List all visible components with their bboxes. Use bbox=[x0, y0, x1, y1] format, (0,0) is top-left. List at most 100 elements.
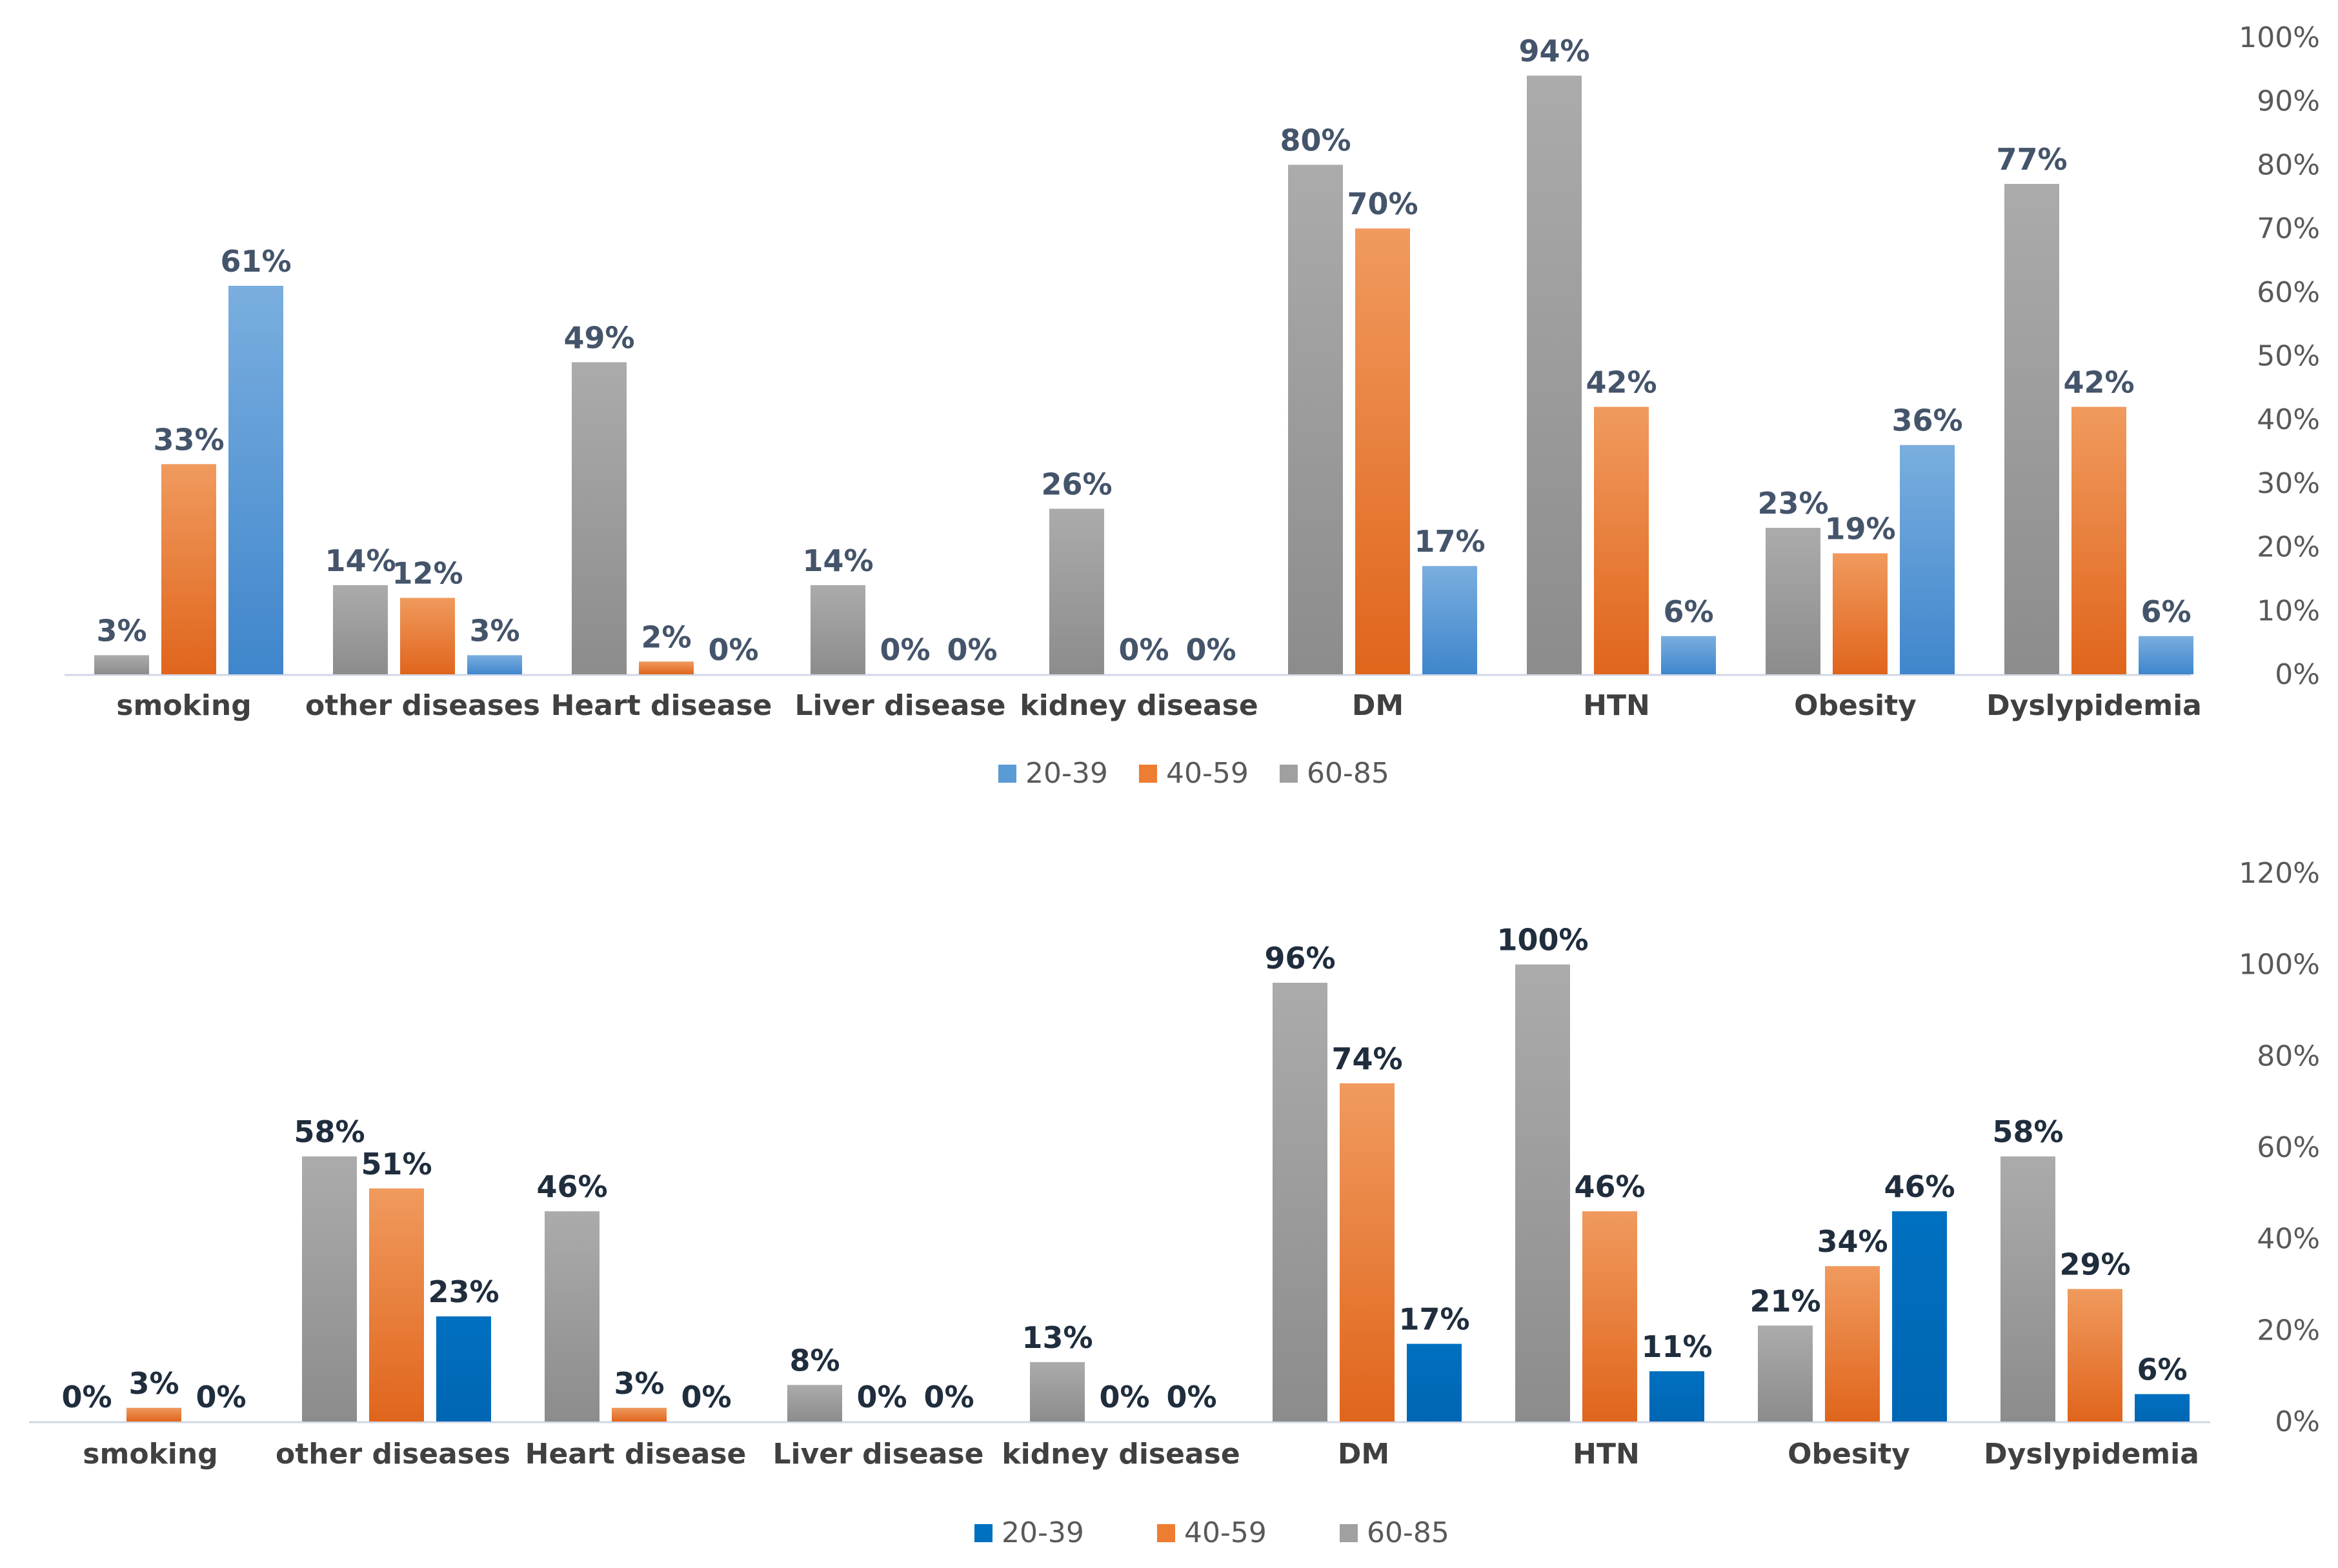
bar-40-59 bbox=[612, 1407, 667, 1422]
bar-20-39 bbox=[1649, 1371, 1704, 1422]
bar-60-85 bbox=[572, 362, 627, 674]
data-label: 13% bbox=[1022, 1320, 1093, 1355]
data-label: 2% bbox=[641, 619, 691, 654]
data-label: 14% bbox=[325, 543, 396, 578]
data-label: 0% bbox=[1099, 1380, 1149, 1414]
data-label: 17% bbox=[1414, 524, 1485, 559]
data-label: 8% bbox=[789, 1343, 840, 1378]
bar-20-39 bbox=[1661, 636, 1716, 674]
bar-40-59 bbox=[1833, 553, 1888, 674]
category-label: Heart disease bbox=[525, 1438, 747, 1471]
y-tick-label: 70% bbox=[2257, 212, 2320, 245]
data-label: 17% bbox=[1398, 1302, 1469, 1337]
category-label: Obesity bbox=[1794, 689, 1917, 722]
bar-60-85 bbox=[787, 1385, 842, 1422]
data-label: 61% bbox=[220, 244, 291, 279]
data-label: 80% bbox=[1280, 123, 1351, 157]
bar-60-85 bbox=[1515, 964, 1570, 1422]
bar-60-85 bbox=[811, 585, 865, 674]
y-tick-label: 80% bbox=[2257, 1040, 2320, 1072]
bar-20-39 bbox=[1900, 445, 1955, 674]
data-label: 12% bbox=[392, 556, 463, 591]
data-label: 58% bbox=[1992, 1114, 2063, 1149]
data-label: 46% bbox=[1884, 1169, 1955, 1204]
bar-40-59 bbox=[161, 464, 216, 674]
data-label: 74% bbox=[1331, 1041, 1402, 1076]
bar-60-85 bbox=[1049, 508, 1104, 674]
y-tick-label: 60% bbox=[2257, 276, 2320, 309]
bar-60-85 bbox=[1273, 983, 1327, 1422]
category-label: other diseases bbox=[276, 1438, 510, 1471]
bar-40-59 bbox=[1825, 1266, 1880, 1422]
bar-40-59 bbox=[400, 598, 455, 674]
y-tick-label: 0% bbox=[2275, 658, 2320, 691]
y-tick-label: 50% bbox=[2257, 340, 2320, 373]
chart-top: 0% 10% 20% 30% 40% 50% 60% 70% 80% 90% 100% 3% 33% 61… bbox=[65, 21, 2320, 790]
data-label: 34% bbox=[1817, 1224, 1888, 1259]
bar-20-39 bbox=[1422, 566, 1477, 674]
data-label: 26% bbox=[1041, 467, 1112, 501]
data-label: 0% bbox=[1118, 632, 1169, 667]
data-label: 46% bbox=[1574, 1169, 1645, 1204]
category-label: HTN bbox=[1583, 689, 1650, 722]
category-label: Liver disease bbox=[773, 1438, 984, 1471]
category-label: smoking bbox=[83, 1438, 217, 1471]
bar-40-59 bbox=[2071, 407, 2126, 674]
bar-40-59 bbox=[1594, 407, 1649, 674]
data-label: 0% bbox=[708, 632, 758, 667]
category-label: DM bbox=[1352, 689, 1404, 722]
data-label: 3% bbox=[614, 1366, 664, 1401]
y-tick-label: 20% bbox=[2257, 531, 2320, 564]
bar-60-85 bbox=[545, 1211, 600, 1422]
data-label: 96% bbox=[1264, 941, 1335, 976]
y-tick-label: 20% bbox=[2257, 1314, 2320, 1347]
data-label: 3% bbox=[128, 1366, 179, 1401]
legend-label: 60-85 bbox=[1367, 1516, 1449, 1549]
legend-swatch-20-39 bbox=[974, 1524, 993, 1542]
data-label: 0% bbox=[880, 632, 930, 667]
legend-label: 20-39 bbox=[1025, 757, 1108, 790]
data-label: 100% bbox=[1497, 923, 1588, 958]
bar-60-85 bbox=[1766, 527, 1820, 674]
bar-40-59 bbox=[1340, 1083, 1395, 1422]
category-label: Dyslypidemia bbox=[1986, 689, 2202, 722]
y-tick-label: 60% bbox=[2257, 1131, 2320, 1164]
legend-label: 40-59 bbox=[1184, 1516, 1267, 1549]
y-tick-label: 40% bbox=[2257, 1223, 2320, 1256]
data-label: 33% bbox=[153, 422, 224, 457]
data-label: 51% bbox=[361, 1147, 432, 1181]
bar-20-39 bbox=[467, 655, 522, 674]
y-tick-label: 90% bbox=[2257, 85, 2320, 118]
category-label: other diseases bbox=[305, 689, 540, 722]
y-tick-label: 40% bbox=[2257, 403, 2320, 436]
category-label: Heart disease bbox=[551, 689, 772, 722]
bar-20-39 bbox=[2135, 1394, 2190, 1422]
bar-20-39 bbox=[1892, 1211, 1947, 1422]
data-label: 42% bbox=[1586, 365, 1657, 399]
data-label: 0% bbox=[196, 1380, 246, 1414]
bar-40-59 bbox=[1355, 228, 1410, 675]
bar-40-59 bbox=[126, 1407, 181, 1422]
data-label: 23% bbox=[1757, 486, 1828, 521]
data-label: 14% bbox=[802, 543, 873, 578]
bar-60-85 bbox=[1758, 1325, 1813, 1422]
legend-label: 60-85 bbox=[1307, 757, 1389, 790]
bar-60-85 bbox=[1288, 165, 1343, 674]
data-label: 46% bbox=[536, 1169, 607, 1204]
chart-bottom: 0%20%40%60%80%100%120%0% 3% 0%smoking58%51… bbox=[29, 857, 2320, 1549]
bar-60-85 bbox=[94, 655, 149, 674]
data-label: 29% bbox=[2059, 1247, 2130, 1282]
data-label: 0% bbox=[947, 632, 997, 667]
bar-60-85 bbox=[333, 585, 388, 674]
category-label: smoking bbox=[116, 689, 251, 722]
bar-20-39 bbox=[1407, 1343, 1462, 1422]
category-label: HTN bbox=[1573, 1438, 1640, 1471]
data-label: 11% bbox=[1641, 1329, 1712, 1364]
data-label: 70% bbox=[1347, 186, 1418, 221]
bar-20-39 bbox=[228, 285, 283, 674]
data-label: 58% bbox=[294, 1114, 365, 1149]
category-label: kidney disease bbox=[1020, 689, 1258, 722]
y-tick-label: 100% bbox=[2239, 949, 2320, 981]
category-label: DM bbox=[1338, 1438, 1389, 1471]
